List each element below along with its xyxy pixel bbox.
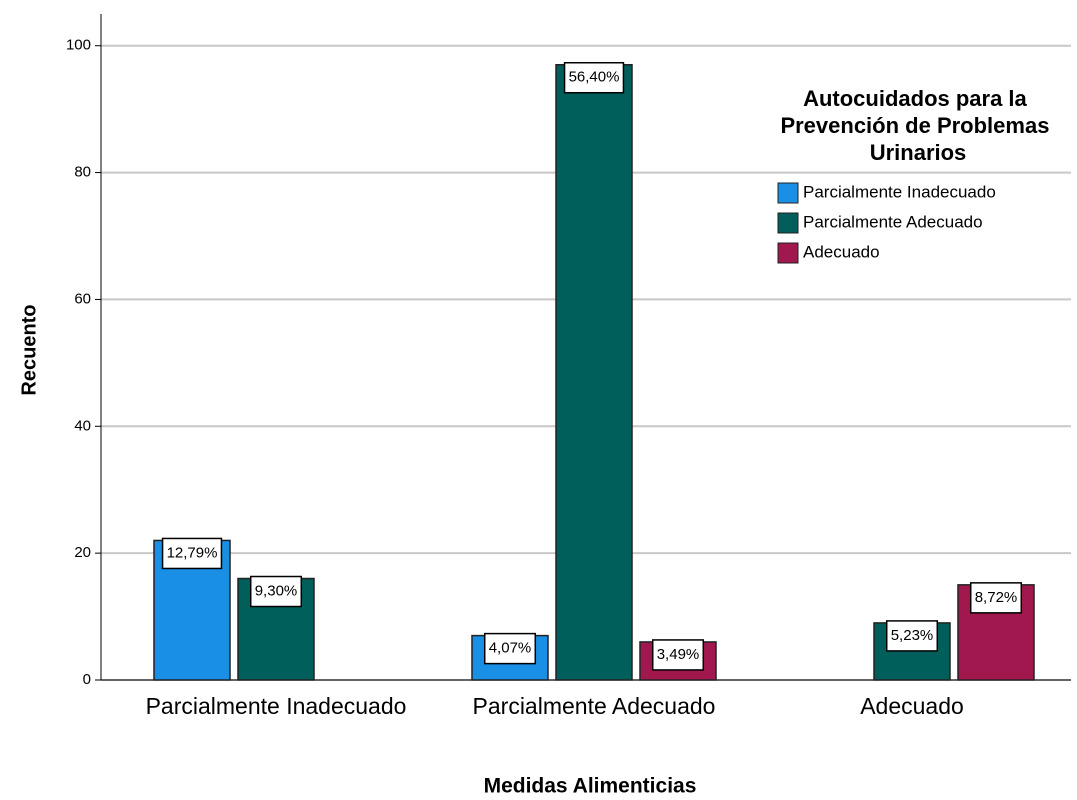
value-label-box xyxy=(249,575,303,608)
y-tick-label: 0 xyxy=(83,671,91,688)
value-label: 3,49% xyxy=(657,646,700,663)
value-label: 4,07% xyxy=(489,640,532,657)
value-label: 5,23% xyxy=(891,627,934,644)
bar xyxy=(555,63,633,681)
x-tick-label: Adecuado xyxy=(860,693,964,719)
y-tick-label: 60 xyxy=(74,290,91,307)
legend-title: Autocuidados para la Prevención de Probl… xyxy=(780,86,1055,165)
legend-swatch xyxy=(777,242,799,264)
value-label-group: 12,79% xyxy=(161,537,223,570)
value-label: 56,40% xyxy=(569,69,620,86)
y-tick-label: 20 xyxy=(74,544,91,561)
x-tick-label: Parcialmente Inadecuado xyxy=(146,693,407,719)
value-label-group: 9,30% xyxy=(249,575,303,608)
value-label: 8,72% xyxy=(975,589,1018,606)
x-tick-label: Parcialmente Adecuado xyxy=(473,693,716,719)
value-label-box xyxy=(483,632,537,665)
legend-label: Parcialmente Inadecuado xyxy=(803,182,996,201)
value-label-group: 5,23% xyxy=(885,620,939,652)
y-tick-label: 80 xyxy=(74,164,91,181)
legend-label: Parcialmente Adecuado xyxy=(803,212,983,231)
value-label-box xyxy=(563,61,625,94)
y-axis-title: Recuento xyxy=(18,304,40,395)
y-tick-label: 40 xyxy=(74,417,91,434)
x-axis-title: Medidas Alimenticias xyxy=(484,775,697,798)
legend-swatch xyxy=(777,212,799,234)
value-label-box xyxy=(651,639,705,671)
value-label-box xyxy=(161,537,223,570)
legend-swatch xyxy=(777,182,799,204)
value-label-group: 4,07% xyxy=(483,632,537,665)
value-label-group: 56,40% xyxy=(563,61,625,94)
value-label-group: 8,72% xyxy=(969,582,1023,614)
value-label-group: 3,49% xyxy=(651,639,705,671)
legend-label: Adecuado xyxy=(803,242,880,261)
value-label-box xyxy=(969,582,1023,614)
y-tick-label: 100 xyxy=(66,37,91,54)
value-label: 12,79% xyxy=(167,544,218,561)
value-label: 9,30% xyxy=(255,582,298,599)
value-label-box xyxy=(885,620,939,652)
